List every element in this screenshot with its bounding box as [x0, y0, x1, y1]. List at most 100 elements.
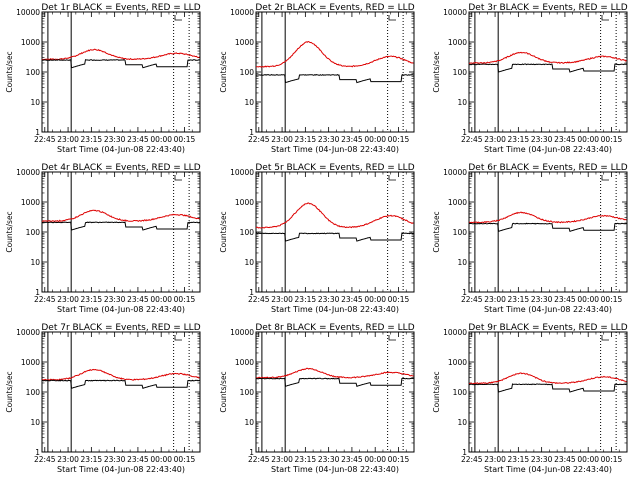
- y-tick-label: 1000: [235, 198, 254, 207]
- y-tick-label: 10000: [16, 168, 40, 177]
- x-tick-label: 22:45: [248, 295, 270, 304]
- legend-corner-box: [601, 175, 609, 181]
- y-tick-label: 100: [26, 228, 41, 237]
- y-tick-label: 1000: [21, 38, 40, 47]
- y-tick-label: 10: [30, 98, 40, 107]
- x-tick-label: 23:00: [57, 295, 79, 304]
- x-tick-label: 23:30: [318, 135, 340, 144]
- x-tick-label: 00:00: [364, 135, 386, 144]
- x-tick-label: 22:45: [248, 135, 270, 144]
- x-tick-label: 23:45: [554, 135, 576, 144]
- plot-frame: [41, 331, 201, 453]
- y-tick-label: 10000: [443, 8, 467, 17]
- x-axis-label: Start Time (04-Jun-08 22:43:40): [271, 305, 399, 314]
- x-axis-label: Start Time (04-Jun-08 22:43:40): [57, 465, 185, 474]
- series-line-events: [255, 377, 414, 387]
- chart-title: Det 4r BLACK = Events, RED = LLD: [41, 163, 200, 173]
- x-tick-label: 23:30: [318, 455, 340, 464]
- y-tick-label: 100: [453, 388, 468, 397]
- plot-frame: [468, 11, 628, 133]
- x-tick-label: 23:15: [81, 135, 103, 144]
- y-tick-label: 10: [244, 418, 254, 427]
- x-tick-label: 00:15: [601, 295, 623, 304]
- x-tick-label: 23:45: [341, 455, 363, 464]
- legend-corner-box: [174, 15, 182, 21]
- x-tick-label: 23:45: [127, 135, 149, 144]
- x-tick-label: 23:45: [341, 295, 363, 304]
- y-tick-label: 1: [462, 288, 467, 297]
- chart-panel-6: Det 6r BLACK = Events, RED = LLD 1 10 100 10…: [432, 163, 628, 314]
- chart-panel-2: Det 2r BLACK = Events, RED = LLD 1 10 100 10…: [219, 3, 415, 154]
- series-line-events: [41, 379, 200, 389]
- x-tick-label: 23:00: [271, 295, 293, 304]
- x-tick-label: 23:30: [531, 295, 553, 304]
- x-tick-label: 23:30: [104, 455, 126, 464]
- x-tick-label: 23:15: [508, 455, 530, 464]
- y-axis-label: Counts/sec: [5, 211, 14, 252]
- x-tick-label: 23:15: [295, 455, 317, 464]
- y-tick-label: 10: [457, 98, 467, 107]
- y-tick-label: 100: [453, 68, 468, 77]
- series-line-lld: [468, 372, 627, 385]
- y-tick-label: 1: [249, 128, 254, 137]
- x-tick-label: 00:15: [388, 455, 410, 464]
- plot-frame: [255, 171, 415, 293]
- x-tick-label: 23:00: [271, 455, 293, 464]
- y-axis-label: Counts/sec: [432, 51, 441, 92]
- x-tick-label: 00:15: [174, 135, 196, 144]
- chart-title: Det 1r BLACK = Events, RED = LLD: [41, 3, 200, 13]
- x-tick-label: 00:15: [388, 295, 410, 304]
- chart-panel-8: Det 8r BLACK = Events, RED = LLD 1 10 100 10…: [219, 323, 415, 474]
- chart-panel-5: Det 5r BLACK = Events, RED = LLD 1 10 100 10…: [219, 163, 415, 314]
- x-tick-label: 23:30: [104, 295, 126, 304]
- y-tick-label: 10000: [230, 8, 254, 17]
- x-tick-label: 00:00: [577, 135, 599, 144]
- y-tick-label: 1: [462, 448, 467, 457]
- y-tick-label: 10000: [230, 328, 254, 337]
- x-tick-label: 23:15: [508, 295, 530, 304]
- y-tick-label: 10: [30, 418, 40, 427]
- y-tick-label: 10: [244, 98, 254, 107]
- y-tick-label: 100: [26, 68, 41, 77]
- y-tick-label: 100: [240, 68, 255, 77]
- x-tick-label: 23:15: [508, 135, 530, 144]
- x-tick-label: 22:45: [461, 135, 483, 144]
- y-tick-label: 10: [244, 258, 254, 267]
- plot-frame: [41, 11, 201, 133]
- chart-title: Det 2r BLACK = Events, RED = LLD: [255, 3, 414, 13]
- y-tick-label: 1000: [448, 38, 467, 47]
- y-tick-label: 10: [30, 258, 40, 267]
- x-tick-label: 00:00: [577, 455, 599, 464]
- x-tick-label: 23:30: [318, 295, 340, 304]
- y-tick-label: 1000: [235, 38, 254, 47]
- x-tick-label: 23:15: [295, 295, 317, 304]
- chart-panel-7: Det 7r BLACK = Events, RED = LLD 1 10 100 10…: [5, 323, 201, 474]
- y-tick-label: 1000: [448, 358, 467, 367]
- x-tick-label: 23:00: [57, 455, 79, 464]
- chart-title: Det 8r BLACK = Events, RED = LLD: [255, 323, 414, 333]
- y-tick-label: 10000: [16, 328, 40, 337]
- series-line-lld: [468, 51, 627, 64]
- chart-title: Det 9r BLACK = Events, RED = LLD: [468, 323, 627, 333]
- x-tick-label: 23:45: [127, 295, 149, 304]
- x-tick-label: 23:15: [81, 455, 103, 464]
- series-line-events: [469, 63, 627, 73]
- x-tick-label: 00:00: [150, 455, 172, 464]
- x-tick-label: 00:15: [388, 135, 410, 144]
- y-tick-label: 100: [453, 228, 468, 237]
- x-axis-label: Start Time (04-Jun-08 22:43:40): [271, 145, 399, 154]
- legend-corner-box: [174, 335, 182, 341]
- y-tick-label: 10000: [443, 328, 467, 337]
- series-line-lld: [41, 368, 200, 381]
- chart-panel-1: Det 1r BLACK = Events, RED = LLD 1 10 100 10…: [5, 3, 201, 154]
- x-tick-label: 00:00: [150, 135, 172, 144]
- y-axis-label: Counts/sec: [432, 211, 441, 252]
- x-tick-label: 23:00: [484, 455, 506, 464]
- x-tick-label: 22:45: [34, 135, 56, 144]
- x-tick-label: 23:00: [484, 295, 506, 304]
- x-tick-label: 22:45: [461, 295, 483, 304]
- x-tick-label: 00:00: [364, 455, 386, 464]
- chart-panel-9: Det 9r BLACK = Events, RED = LLD 1 10 100 10…: [432, 323, 628, 474]
- y-axis-label: Counts/sec: [432, 371, 441, 412]
